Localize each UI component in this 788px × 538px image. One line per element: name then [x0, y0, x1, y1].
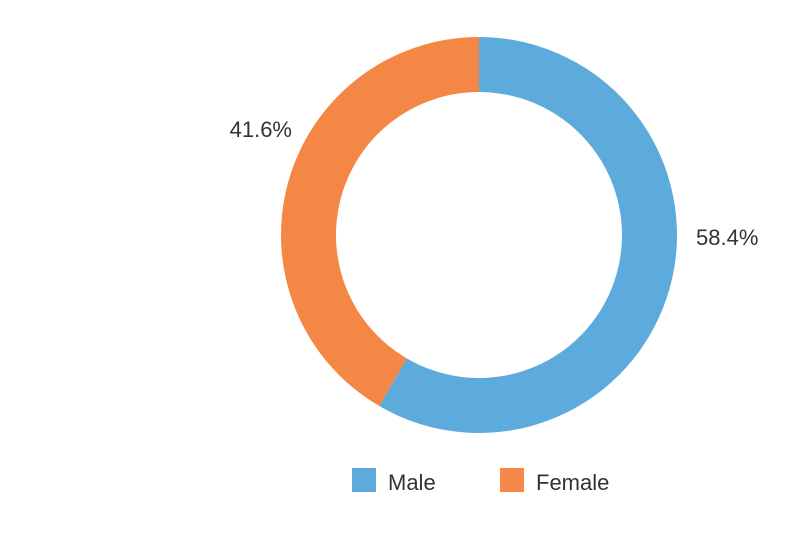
- donut-slices: [281, 37, 677, 433]
- legend-swatch-male: [352, 468, 376, 492]
- data-label-female: 41.6%: [230, 117, 292, 142]
- data-labels: 58.4% 41.6%: [230, 117, 759, 250]
- legend: Male Female: [352, 468, 609, 495]
- slice-female: [281, 37, 479, 407]
- slice-male: [379, 37, 677, 433]
- legend-label-female: Female: [536, 470, 609, 495]
- data-label-male: 58.4%: [696, 225, 758, 250]
- legend-label-male: Male: [388, 470, 436, 495]
- legend-swatch-female: [500, 468, 524, 492]
